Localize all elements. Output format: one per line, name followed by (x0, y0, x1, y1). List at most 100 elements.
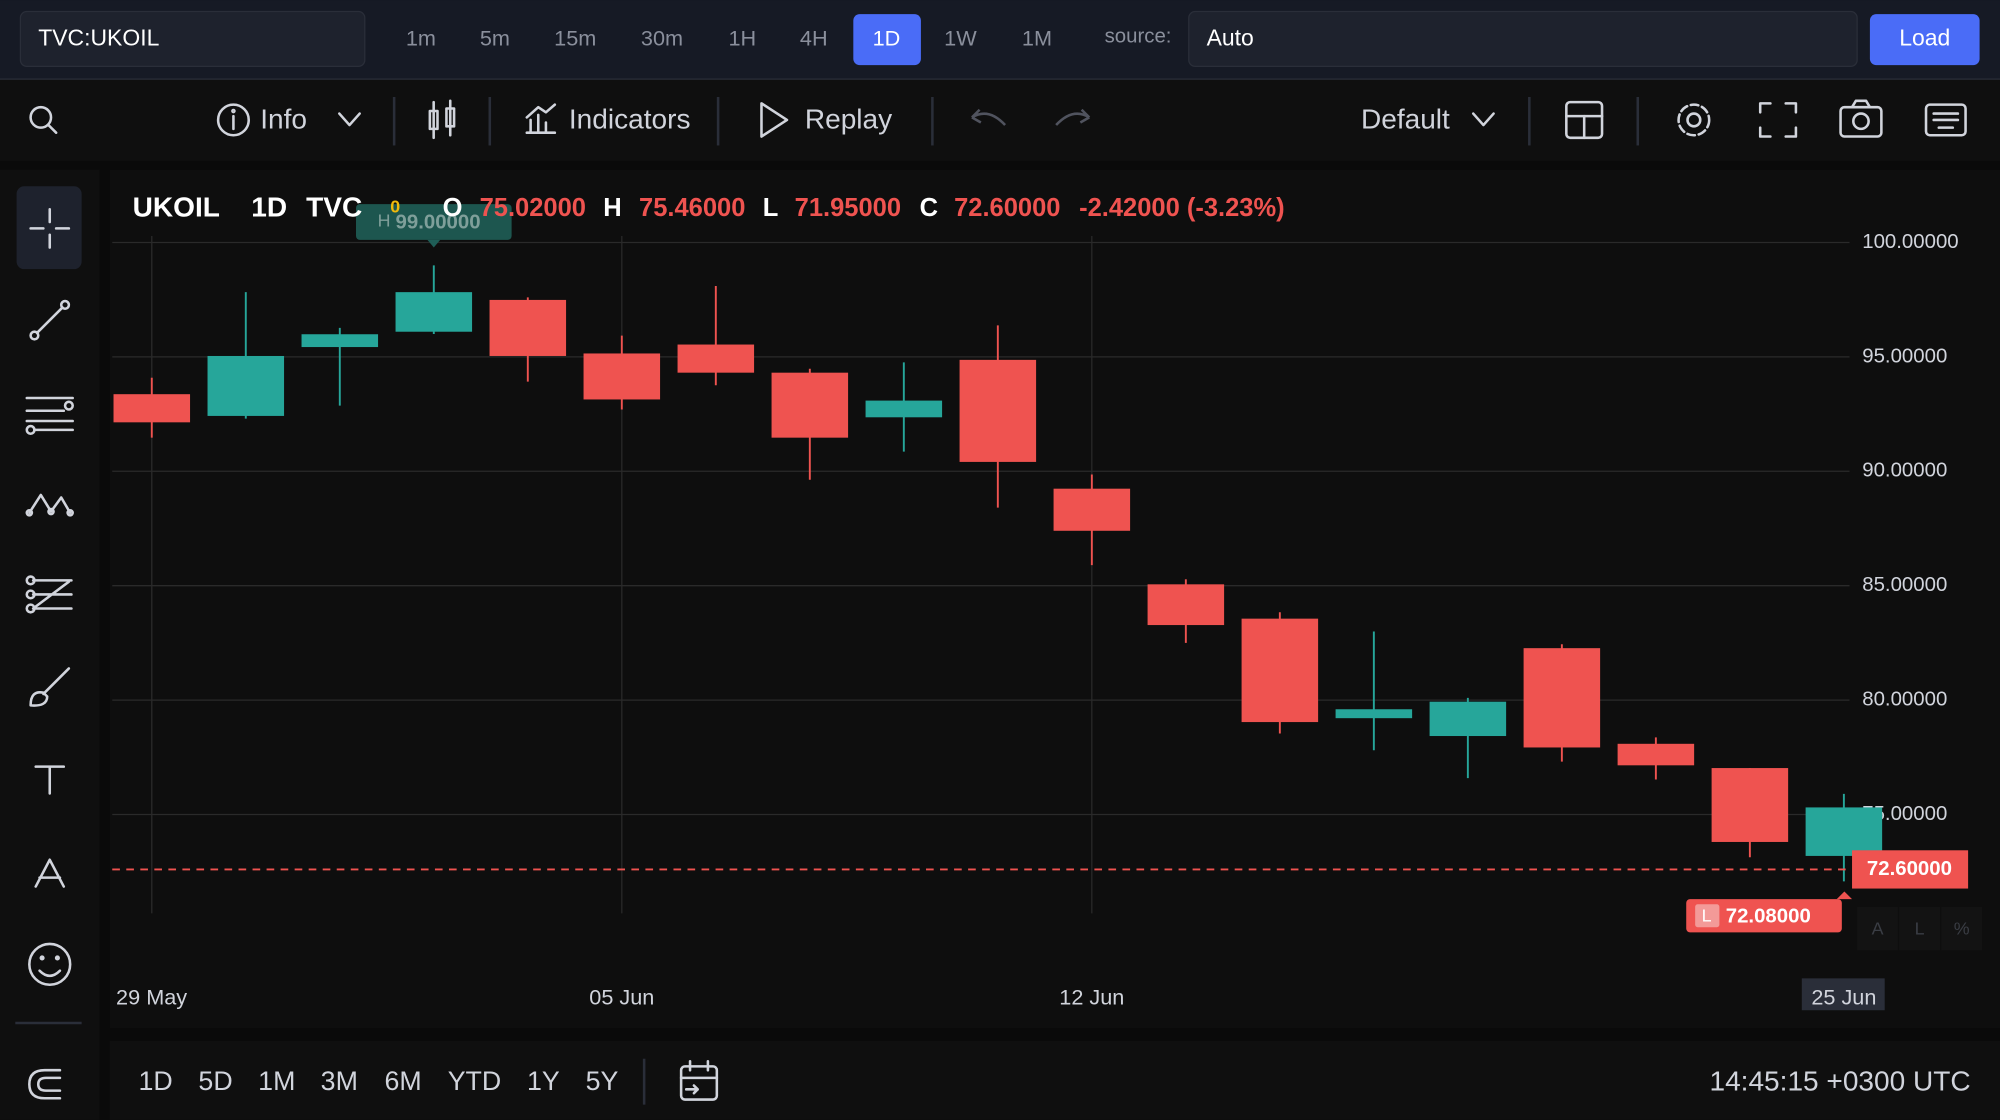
candle-body (959, 359, 1037, 462)
interval-button[interactable]: 15m (554, 25, 596, 50)
camera-icon[interactable] (1839, 99, 1883, 138)
search-icon[interactable] (29, 105, 58, 134)
candle-body (771, 372, 849, 438)
candle-body (583, 353, 661, 400)
range-button[interactable]: 1D (139, 1066, 173, 1096)
candle-body (1805, 807, 1883, 856)
x-label-highlight (1801, 978, 1885, 1011)
candle-body (113, 394, 191, 423)
indicators-icon[interactable] (525, 103, 557, 134)
legend-interval: 1D (251, 192, 287, 223)
legend-low-label: L (763, 194, 779, 222)
replay-icon[interactable] (760, 102, 789, 138)
layout-icon[interactable] (1565, 100, 1604, 140)
emoji-tool[interactable] (28, 942, 72, 987)
interval-button[interactable]: 4H (800, 25, 828, 50)
redo-icon[interactable] (1055, 108, 1091, 126)
info-icon[interactable] (216, 103, 250, 137)
interval-button[interactable]: 1W (944, 25, 977, 50)
legend-open: 75.02000 (480, 194, 586, 222)
prediction-tool[interactable] (25, 575, 73, 614)
tool-active-bg (16, 186, 82, 270)
text-tool[interactable] (34, 765, 66, 795)
interval-button[interactable]: 1H (728, 25, 756, 50)
goto-date-icon[interactable] (679, 1060, 719, 1101)
y-tick-label: 85.00000 (1862, 574, 1947, 596)
brush-tool[interactable] (29, 667, 71, 707)
interval-button[interactable]: 5m (480, 25, 510, 50)
scale-button-bg[interactable] (1941, 906, 1983, 951)
interval-active-bg[interactable] (853, 14, 921, 66)
source-input[interactable] (1188, 10, 1858, 68)
keyboard-icon[interactable] (1924, 103, 1967, 137)
fib-tool[interactable] (25, 396, 74, 435)
y-tick-label: 95.00000 (1862, 345, 1947, 367)
last-price-label: 72.60000 (1867, 858, 1952, 880)
undo-icon[interactable] (971, 108, 1007, 126)
range-button[interactable]: 1M (258, 1066, 295, 1096)
range-button[interactable]: 5Y (586, 1066, 619, 1096)
legend-change: -2.42000 (-3.23%) (1079, 194, 1285, 222)
settings-icon[interactable] (1677, 103, 1711, 137)
scale-button[interactable]: % (1954, 919, 1970, 939)
candle-body (489, 299, 567, 356)
chevron[interactable] (338, 112, 361, 127)
pattern-tool[interactable] (25, 493, 74, 517)
candle-body (1335, 709, 1413, 719)
y-tick-label: 90.00000 (1862, 460, 1947, 482)
replay-text: Replay (805, 104, 892, 135)
candle-body (865, 400, 943, 418)
interval-button[interactable]: 30m (641, 25, 683, 50)
scale-button[interactable]: A (1872, 919, 1884, 939)
range-button[interactable]: 5D (198, 1066, 232, 1096)
range-button[interactable]: 3M (321, 1066, 358, 1096)
legend-high: 75.46000 (639, 194, 745, 222)
fullscreen-icon[interactable] (1758, 102, 1798, 138)
range-button[interactable]: 1Y (527, 1066, 560, 1096)
chart: 75.00000 80.00000 85.00000 90.00000 95.00000… (112, 192, 1983, 1011)
legend-symbol: UKOIL (133, 192, 220, 223)
high-tooltip-pointer (427, 239, 441, 248)
candle-body (301, 334, 379, 348)
symbol-text: TVC:UKOIL (38, 25, 159, 51)
low-tag (1686, 899, 1842, 933)
low-pointer (1836, 891, 1853, 900)
chevron[interactable] (1471, 112, 1495, 127)
scale-button-bg[interactable] (1857, 906, 1898, 951)
annotation-tool[interactable] (34, 858, 66, 888)
candle-body (1523, 648, 1601, 748)
low-marker-label: 72.08000 (1726, 905, 1811, 927)
legend-open-label: O (443, 194, 463, 222)
legend-low: 71.95000 (795, 194, 901, 222)
load-button[interactable] (1869, 14, 1980, 66)
x-tick-label: 12 Jun (1059, 985, 1124, 1010)
line-tool[interactable] (29, 299, 71, 341)
x-tick-label: 05 Jun (589, 985, 654, 1010)
low-letter-bg (1695, 904, 1720, 928)
range-button[interactable]: 6M (384, 1066, 421, 1096)
candle-body (677, 344, 755, 373)
clock: 14:45:15 +0300 UTC (1709, 1065, 1970, 1096)
interval-button[interactable]: 1M (1022, 25, 1052, 50)
high-letter: H (378, 211, 391, 231)
low-letter: L (1702, 906, 1712, 926)
high-tooltip (355, 204, 512, 240)
candle-body (207, 355, 285, 416)
source-label: source: (1105, 25, 1172, 47)
y-tick-label: 80.00000 (1862, 688, 1947, 710)
candle-body (1147, 584, 1225, 626)
crosshair-tool[interactable] (29, 207, 71, 249)
indicators-text: Indicators (569, 104, 691, 135)
magnet-tool[interactable] (28, 1068, 62, 1100)
scale-button[interactable]: L (1915, 919, 1925, 939)
symbol-input[interactable] (19, 10, 366, 68)
x-tick-label: 25 Jun (1811, 985, 1876, 1010)
scale-button-bg[interactable] (1899, 906, 1941, 951)
x-tick-label: 29 May (116, 985, 187, 1010)
range-button[interactable]: YTD (448, 1066, 502, 1096)
interval-button[interactable]: 1D (873, 25, 901, 50)
candles-icon[interactable] (428, 99, 456, 140)
candle-body (1241, 618, 1319, 723)
interval-button[interactable]: 1m (406, 25, 436, 50)
